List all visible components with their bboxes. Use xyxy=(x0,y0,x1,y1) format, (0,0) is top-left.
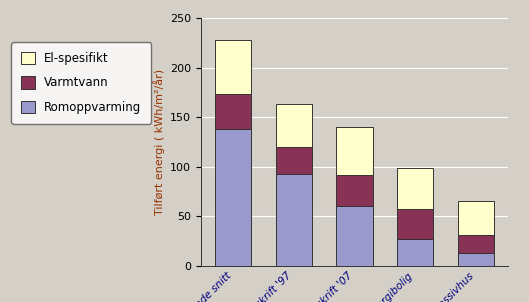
Bar xyxy=(397,239,433,266)
Bar xyxy=(336,127,372,175)
Bar xyxy=(458,201,494,235)
Bar xyxy=(336,175,372,206)
Bar xyxy=(458,253,494,266)
Bar xyxy=(215,95,251,129)
Bar xyxy=(397,209,433,239)
Bar xyxy=(458,235,494,253)
Bar xyxy=(276,147,312,174)
Bar xyxy=(397,168,433,209)
Bar xyxy=(215,40,251,95)
Bar xyxy=(336,206,372,266)
Y-axis label: Tilført energi ( kWh/m²/år): Tilført energi ( kWh/m²/år) xyxy=(153,69,165,215)
Bar xyxy=(276,104,312,147)
Legend: El-spesifikt, Varmtvann, Romoppvarming: El-spesifikt, Varmtvann, Romoppvarming xyxy=(11,42,151,124)
Bar xyxy=(215,129,251,266)
Bar xyxy=(276,174,312,266)
